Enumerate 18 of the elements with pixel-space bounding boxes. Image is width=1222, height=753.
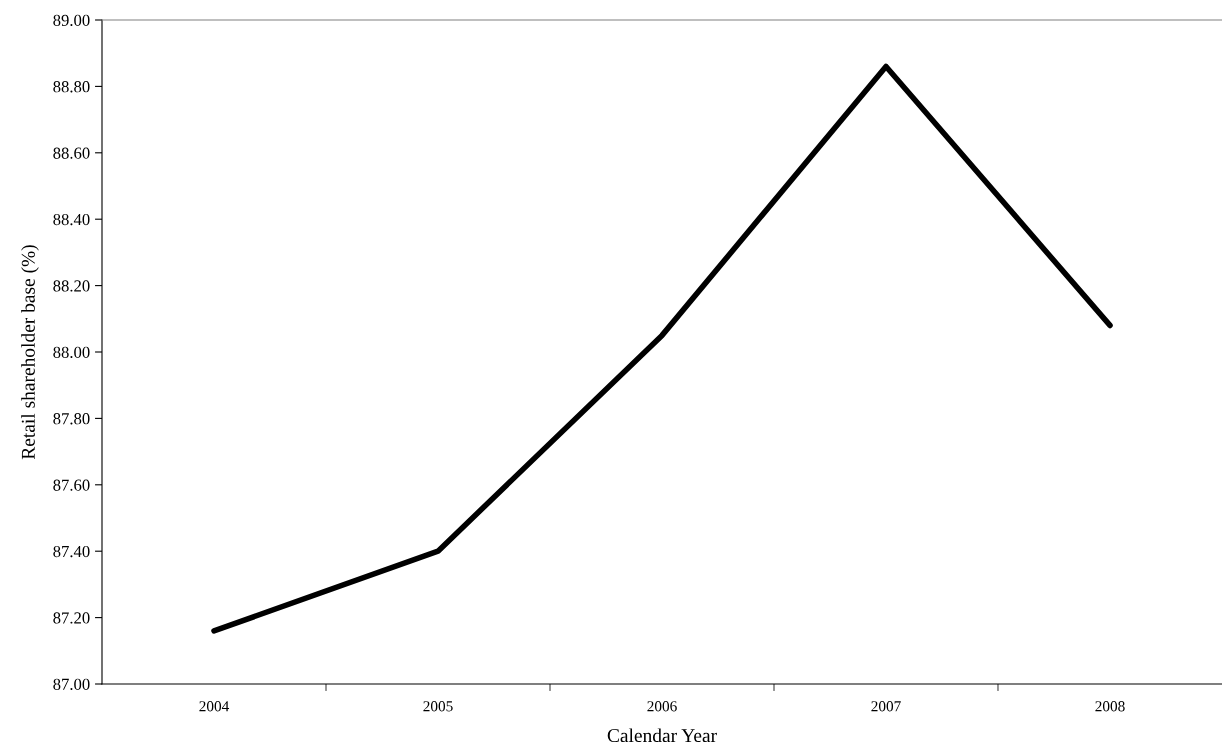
y-tick-label: 88.40 <box>53 213 90 226</box>
x-tick-label: 2008 <box>1095 701 1125 712</box>
y-tick-label: 87.40 <box>53 545 90 558</box>
y-tick-label: 88.60 <box>53 147 90 159</box>
y-tick-label: 88.20 <box>53 280 90 292</box>
x-tick-label: 2007 <box>871 701 901 712</box>
y-tick-label: 87.00 <box>53 678 90 691</box>
y-tick-label: 87.20 <box>53 612 90 624</box>
y-tick-label: 87.80 <box>53 413 90 425</box>
x-axis-title: Calendar Year <box>607 728 717 743</box>
y-axis-title: Retail shareholder base (%) <box>21 245 39 460</box>
x-tick-label: 2005 <box>423 701 453 712</box>
x-tick-label: 2006 <box>647 701 677 712</box>
x-tick-label: 2004 <box>199 701 230 712</box>
y-tick-label: 87.60 <box>53 479 90 491</box>
y-tick-label: 88.00 <box>53 346 90 359</box>
y-tick-label: 88.80 <box>53 81 90 93</box>
y-tick-label: 89.00 <box>53 14 90 27</box>
